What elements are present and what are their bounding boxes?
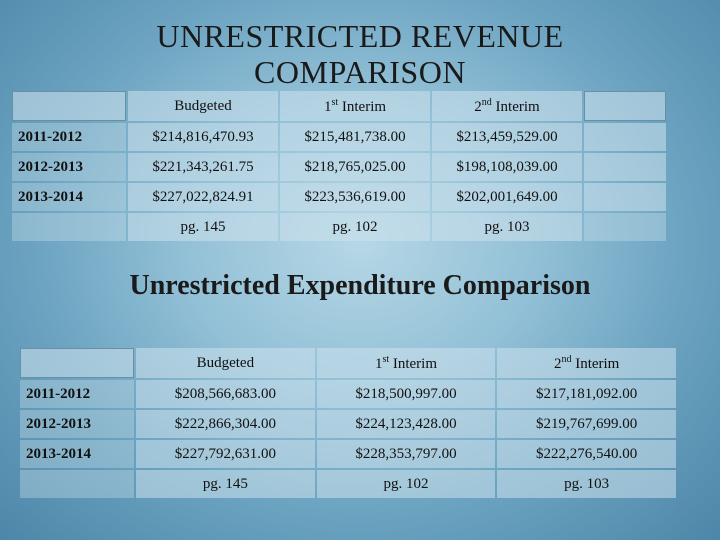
header-first-num: 1: [374, 355, 383, 372]
row-second-interim: $217,181,092.00: [497, 380, 676, 408]
row-year: 2012-2013: [12, 153, 126, 181]
header-second-rest: Interim: [491, 98, 540, 115]
page-ref-second: pg. 103: [432, 213, 582, 241]
row-second-interim: $222,276,540.00: [497, 440, 676, 468]
table-row: 2013-2014 $227,022,824.91 $223,536,619.0…: [12, 183, 666, 211]
header-blank-cell: [12, 91, 126, 121]
header-first-num: 1: [323, 98, 332, 115]
header-second-sup: nd: [561, 353, 572, 365]
row-first-interim: $228,353,797.00: [316, 440, 496, 468]
page-ref-second: pg. 103: [497, 470, 676, 498]
expenditure-title: Unrestricted Expenditure Comparison: [129, 270, 591, 301]
header-second-num: 2: [553, 355, 562, 372]
header-first-sup: st: [382, 353, 390, 365]
header-first-sup: st: [331, 96, 339, 108]
header-blank-cell-right: [584, 91, 666, 121]
header-second-interim: 2nd Interim: [497, 348, 676, 378]
row-budgeted: $227,022,824.91: [128, 183, 278, 211]
row-year: 2011-2012: [12, 123, 126, 151]
table-page-row: pg. 145 pg. 102 pg. 103: [20, 470, 676, 498]
revenue-table: Budgeted 1st Interim 2nd Interim 2011-20…: [10, 89, 668, 243]
page-ref-budgeted: pg. 145: [128, 213, 278, 241]
header-budgeted: Budgeted: [128, 91, 278, 121]
header-first-rest: Interim: [338, 98, 387, 115]
revenue-title-text: UNRESTRICTED REVENUE COMPARISON: [156, 18, 564, 90]
row-budgeted: $208,566,683.00: [136, 380, 315, 408]
header-first-interim: 1st Interim: [316, 348, 496, 378]
row-first-interim: $223,536,619.00: [280, 183, 430, 211]
header-first-interim: 1st Interim: [280, 91, 430, 121]
table-row: 2012-2013 $222,866,304.00 $224,123,428.0…: [20, 410, 676, 438]
page-row-blank: [12, 213, 126, 241]
row-second-interim: $219,767,699.00: [497, 410, 676, 438]
table-row: 2011-2012 $214,816,470.93 $215,481,738.0…: [12, 123, 666, 151]
header-first-rest: Interim: [389, 355, 438, 372]
row-second-interim: $202,001,649.00: [432, 183, 582, 211]
row-first-interim: $218,500,997.00: [316, 380, 496, 408]
row-budgeted: $222,866,304.00: [136, 410, 315, 438]
table-row: 2013-2014 $227,792,631.00 $228,353,797.0…: [20, 440, 676, 468]
row-first-interim: $218,765,025.00: [280, 153, 430, 181]
row-first-interim: $215,481,738.00: [280, 123, 430, 151]
page-ref-first: pg. 102: [280, 213, 430, 241]
row-year: 2013-2014: [12, 183, 126, 211]
table-row: 2011-2012 $208,566,683.00 $218,500,997.0…: [20, 380, 676, 408]
table-header-row: Budgeted 1st Interim 2nd Interim: [12, 91, 666, 121]
page-row-blank: [20, 470, 134, 498]
header-second-num: 2: [474, 98, 482, 115]
page-row-blank-right: [584, 213, 666, 241]
row-budgeted: $221,343,261.75: [128, 153, 278, 181]
page-ref-budgeted: pg. 145: [136, 470, 315, 498]
header-second-rest: Interim: [571, 355, 620, 372]
row-empty: [584, 183, 666, 211]
row-empty: [584, 123, 666, 151]
table-row: 2012-2013 $221,343,261.75 $218,765,025.0…: [12, 153, 666, 181]
row-empty: [584, 153, 666, 181]
page-ref-first: pg. 102: [316, 470, 496, 498]
header-second-sup: nd: [481, 96, 492, 108]
header-blank-cell: [20, 348, 134, 378]
revenue-title: UNRESTRICTED REVENUE COMPARISON: [0, 18, 720, 90]
expenditure-table: Budgeted 1st Interim 2nd Interim 2011-20…: [18, 346, 678, 500]
table-header-row: Budgeted 1st Interim 2nd Interim: [20, 348, 676, 378]
row-year: 2011-2012: [20, 380, 134, 408]
table-page-row: pg. 145 pg. 102 pg. 103: [12, 213, 666, 241]
row-first-interim: $224,123,428.00: [316, 410, 496, 438]
row-second-interim: $213,459,529.00: [432, 123, 582, 151]
row-second-interim: $198,108,039.00: [432, 153, 582, 181]
row-year: 2013-2014: [20, 440, 134, 468]
row-year: 2012-2013: [20, 410, 134, 438]
row-budgeted: $227,792,631.00: [136, 440, 315, 468]
header-budgeted: Budgeted: [136, 348, 315, 378]
row-budgeted: $214,816,470.93: [128, 123, 278, 151]
header-second-interim: 2nd Interim: [432, 91, 582, 121]
